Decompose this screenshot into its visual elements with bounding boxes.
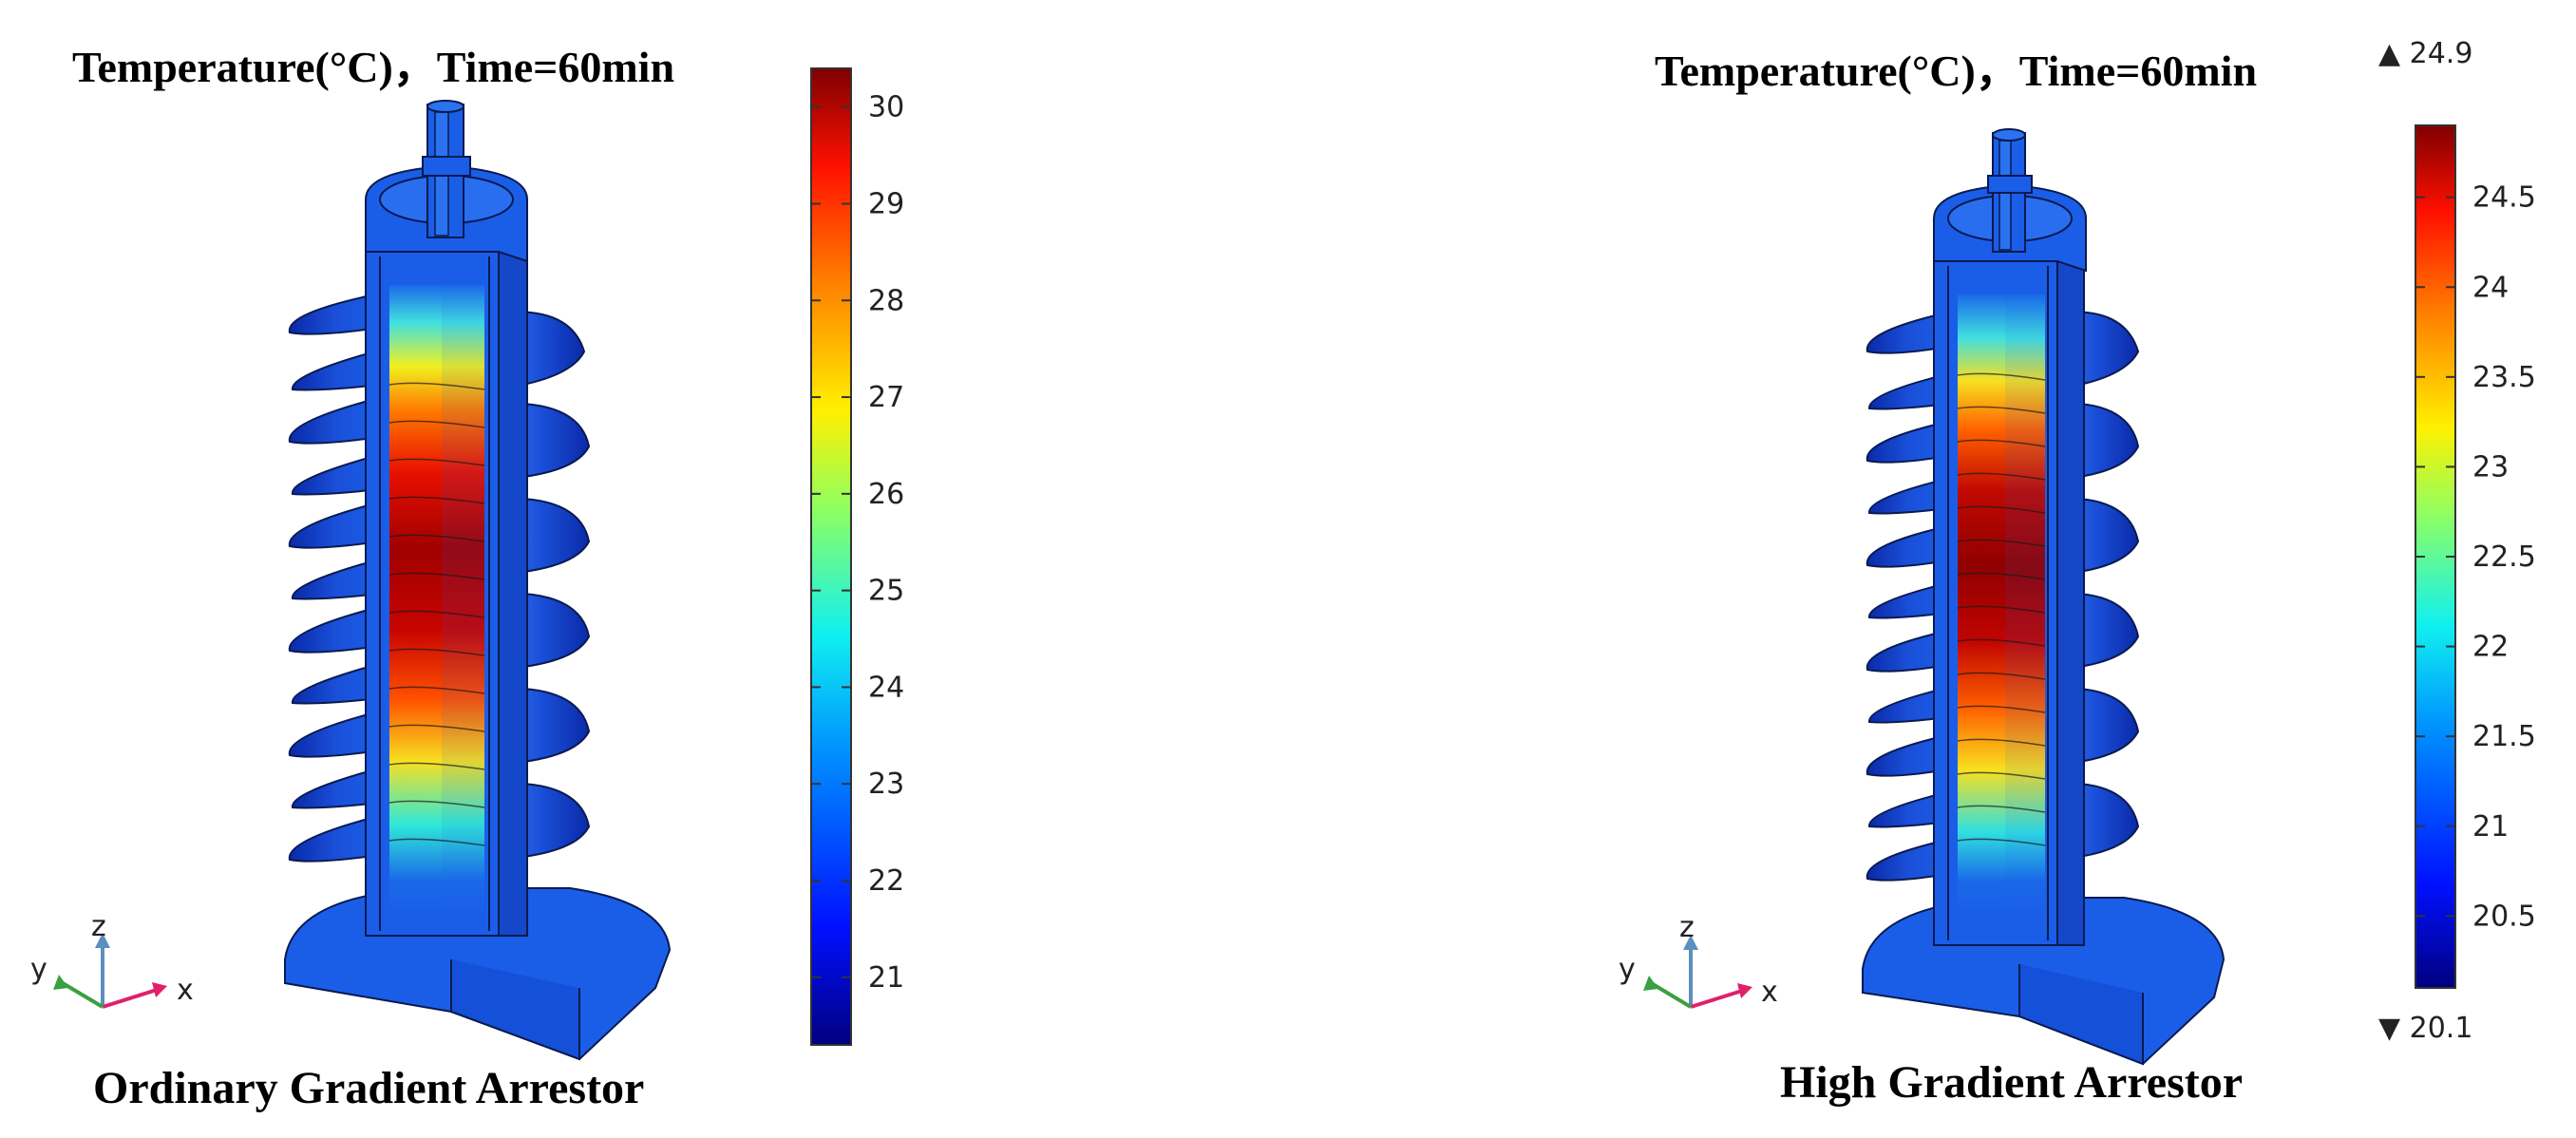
panel-high-gradient: Temperature(°C)，Time=60min (1288, 0, 2576, 1138)
colorbar-min-marker: ▼ 20.1 (2378, 1012, 2472, 1045)
shed (291, 559, 382, 600)
shed (288, 711, 382, 758)
colorbar-tick-label: 21 (868, 961, 904, 995)
shed (288, 606, 382, 654)
colorbar-tick-label: 22.5 (2472, 541, 2536, 574)
colorbar-max-marker: ▲ 24.9 (2378, 37, 2472, 70)
shed (1868, 373, 1950, 410)
shed (1866, 525, 1950, 568)
arrestor-model-ordinary: z y x 21 22 23 24 25 26 27 28 29 30 (30, 67, 904, 1061)
shed (1866, 839, 1950, 882)
varistor-core (1958, 294, 2005, 912)
core-segments (1957, 372, 2046, 846)
colorbar-ticks: 21 22 23 24 25 26 27 28 29 30 (811, 91, 904, 995)
colorbar-tick-label: 29 (868, 187, 904, 220)
colorbar-tick-label: 23.5 (2472, 361, 2536, 394)
shed (1866, 734, 1950, 777)
colorbar-tick-label: 28 (868, 284, 904, 317)
shed (291, 663, 382, 705)
colorbar-tick-label: 21.5 (2472, 720, 2536, 753)
colorbar-tick-label: 22 (2472, 631, 2509, 664)
axis-z-label: z (91, 910, 106, 943)
shed (1868, 478, 1950, 515)
axis-triad: z y x (30, 910, 194, 1009)
housing-side (498, 246, 528, 937)
shed (291, 454, 382, 496)
colorbar: 21 22 23 24 25 26 27 28 29 30 (810, 67, 904, 1046)
shed (288, 397, 382, 445)
plot-caption: Ordinary Gradient Arrestor (93, 1063, 645, 1113)
axis-z-label: z (1679, 911, 1695, 944)
axis-y-label: y (1619, 953, 1636, 986)
colorbar-tick-label: 24.5 (2472, 181, 2536, 215)
plot-caption: High Gradient Arrestor (1780, 1057, 2244, 1108)
shed (288, 815, 382, 863)
varistor-core-face (442, 285, 484, 912)
arrestor-model-high-gradient: z y x ▲ 24.9 20.5 21 21.5 22 22.5 23 23.5 24 24.… (1619, 37, 2536, 1066)
colorbar-tick-label: 26 (868, 478, 904, 511)
axis-triad: z y x (1619, 911, 1778, 1009)
panel-ordinary: Temperature(°C)，Time=60min (30, 43, 904, 1113)
shed (1868, 687, 1950, 724)
axis-x-label: x (177, 974, 194, 1007)
varistor-core-face (2005, 294, 2045, 912)
colorbar-tick-label: 20.5 (2472, 900, 2536, 933)
left-sheds (1866, 312, 1950, 882)
core-segments (388, 382, 485, 846)
shed (1866, 630, 1950, 673)
colorbar-tick-label: 27 (868, 381, 904, 414)
shed (1868, 582, 1950, 619)
colorbar: ▲ 24.9 20.5 21 21.5 22 22.5 23 23.5 24 24.5 ▼ 20… (2378, 37, 2536, 1045)
shed (1866, 421, 1950, 464)
shed (291, 350, 382, 391)
plot-title: Temperature(°C)，Time=60min (72, 43, 675, 91)
shed (288, 293, 382, 335)
colorbar-ticks: 20.5 21 21.5 22 22.5 23 23.5 24 24.5 (2415, 181, 2536, 933)
colorbar-tick-label: 24 (2472, 271, 2509, 304)
base-flange-cut (450, 959, 580, 1061)
shed (288, 502, 382, 549)
colorbar-tick-label: 21 (2472, 810, 2509, 844)
housing-side (2056, 256, 2085, 946)
axis-x-label: x (1761, 976, 1778, 1009)
colorbar-tick-label: 25 (868, 575, 904, 608)
colorbar-tick-label: 22 (868, 864, 904, 898)
colorbar-tick-label: 23 (868, 768, 904, 801)
colorbar-scale (810, 67, 852, 1046)
colorbar-tick-label: 23 (2472, 450, 2509, 484)
shed (1868, 791, 1950, 828)
left-sheds (288, 293, 382, 863)
colorbar-tick-label: 24 (868, 671, 904, 704)
colorbar-tick-label: 30 (868, 91, 904, 124)
axis-y-label: y (30, 953, 47, 986)
shed (1866, 312, 1950, 354)
shed (291, 768, 382, 809)
varistor-core (389, 285, 442, 912)
plot-title: Temperature(°C)，Time=60min (1655, 47, 2258, 95)
base-flange-cut (2018, 964, 2144, 1066)
